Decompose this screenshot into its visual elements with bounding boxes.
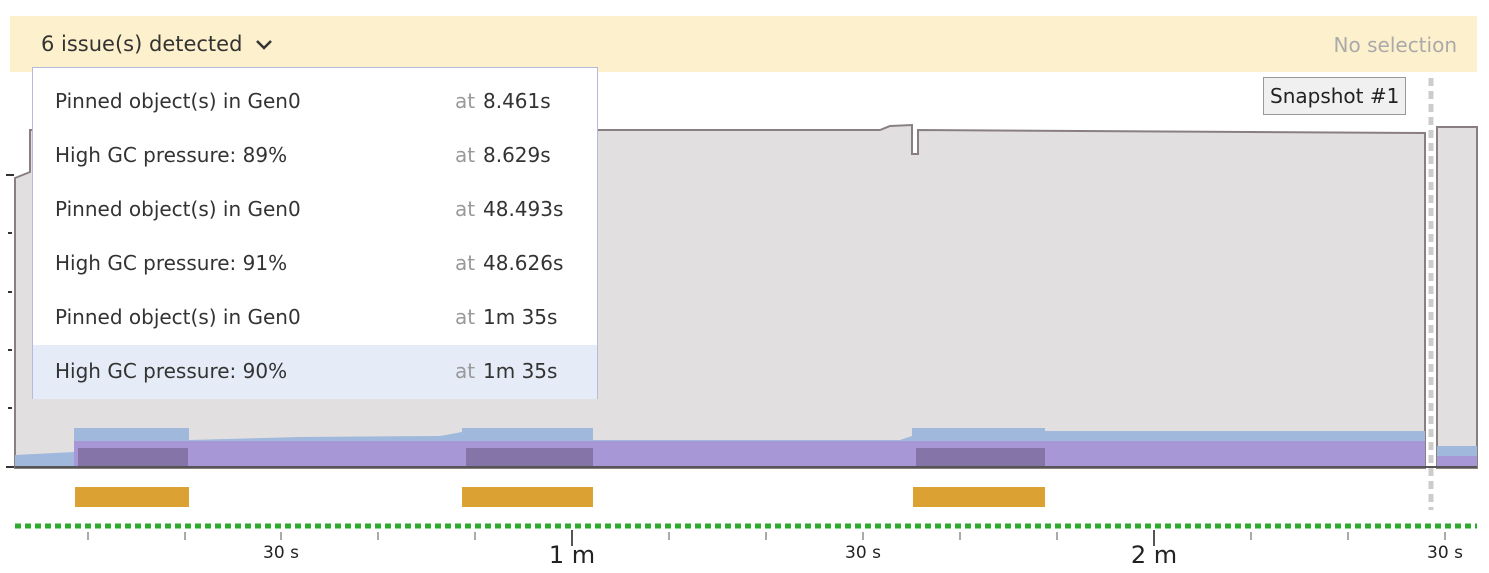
gc-block — [78, 448, 188, 466]
issue-at[interactable]: at — [455, 143, 476, 167]
gen-area — [74, 441, 1425, 466]
activity-block — [913, 487, 1045, 507]
issue-name[interactable]: Pinned object(s) in Gen0 — [55, 89, 301, 113]
issue-at[interactable]: at — [455, 197, 476, 221]
issue-name[interactable]: High GC pressure: 89% — [55, 143, 288, 167]
issue-row[interactable]: Pinned object(s) in Gen0 at 48.493s — [33, 183, 597, 237]
issue-at[interactable]: at — [455, 89, 476, 113]
issues-dropdown: Pinned object(s) in Gen0 at 8.461s High GC … — [32, 67, 598, 399]
issues-toggle-text[interactable]: 6 issue(s) detected — [41, 32, 243, 56]
issue-time[interactable]: 8.629s — [483, 143, 551, 167]
issue-time[interactable]: 8.461s — [483, 89, 551, 113]
issue-name[interactable]: High GC pressure: 90% — [55, 359, 288, 383]
issue-time[interactable]: 48.626s — [483, 251, 564, 275]
issue-at[interactable]: at — [455, 251, 476, 275]
issue-time[interactable]: 1m 35s — [483, 359, 558, 383]
issues-toggle[interactable]: 6 issue(s) detected — [41, 32, 273, 56]
x-ticks — [87, 530, 1446, 546]
gen-area — [1437, 456, 1477, 466]
issue-time[interactable]: 1m 35s — [483, 305, 558, 329]
activity-block — [75, 487, 189, 507]
y-ticks — [6, 174, 14, 468]
issue-name[interactable]: High GC pressure: 91% — [55, 251, 288, 275]
snapshot-label[interactable]: Snapshot #1 — [1263, 77, 1407, 115]
issue-row[interactable]: Pinned object(s) in Gen0 at 1m 35s — [33, 291, 597, 345]
issues-bar: 6 issue(s) detected No selection — [10, 16, 1477, 72]
memory-area — [1436, 126, 1478, 469]
selection-status: No selection — [1333, 33, 1457, 57]
issue-row[interactable]: Pinned object(s) in Gen0 at 8.461s — [33, 75, 597, 129]
issue-name[interactable]: Pinned object(s) in Gen0 — [55, 305, 301, 329]
issue-row[interactable]: High GC pressure: 90% at 1m 35s — [33, 345, 597, 399]
issue-name[interactable]: Pinned object(s) in Gen0 — [55, 197, 301, 221]
gc-block — [916, 448, 1045, 466]
timeline-label: 30 s — [1427, 543, 1463, 563]
timeline-label: 1 m — [548, 541, 596, 569]
issue-time[interactable]: 48.493s — [483, 197, 564, 221]
chevron[interactable] — [255, 39, 273, 51]
activity-block — [462, 487, 593, 507]
issue-row[interactable]: High GC pressure: 89% at 8.629s — [33, 129, 597, 183]
issue-row[interactable]: High GC pressure: 91% at 48.626s — [33, 237, 597, 291]
issue-at[interactable]: at — [455, 359, 476, 383]
timeline-label: 2 m — [1130, 541, 1178, 569]
issue-at[interactable]: at — [455, 305, 476, 329]
gc-block — [466, 448, 593, 466]
timeline-label: 30 s — [845, 543, 881, 563]
timeline-label: 30 s — [263, 543, 299, 563]
